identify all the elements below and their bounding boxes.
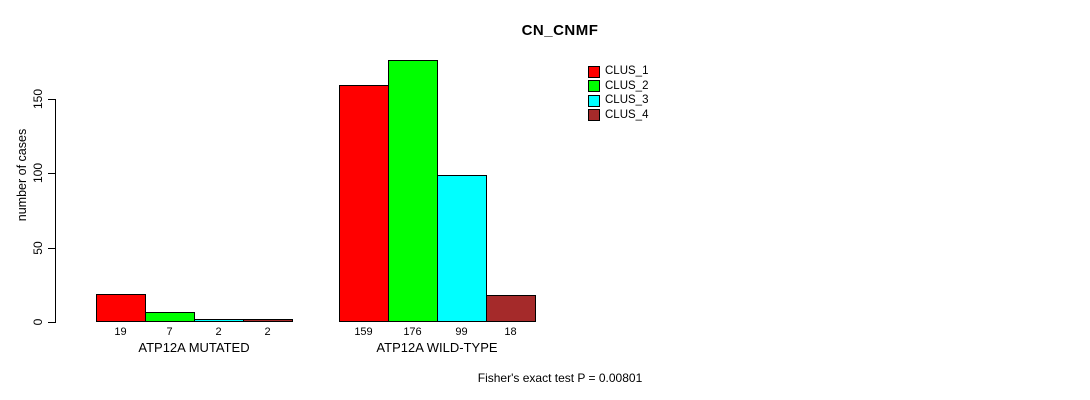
bar-value-label: 159 [354,326,373,338]
legend-label: CLUS_1 [605,65,649,77]
legend-label: CLUS_4 [605,108,649,121]
bar-value-label: 19 [114,326,127,338]
y-axis-tick-label: 100 [31,163,45,184]
legend-label: CLUS_2 [605,79,649,92]
fisher-test-note: Fisher's exact test P = 0.00801 [477,371,643,385]
legend-swatch-clus_2 [588,80,600,92]
bar-clus_3-group1 [194,319,244,322]
bar-clus_2-group1 [145,312,195,322]
group-label: ATP12A MUTATED [138,340,250,355]
y-axis-tick [48,173,55,175]
legend-swatch-clus_3 [588,94,600,107]
bar-clus_4-group1 [243,319,293,322]
y-axis-tick [48,322,55,324]
y-axis-tick-label: 150 [31,88,45,109]
legend-item-clus_4: CLUS_4 [588,109,648,122]
bar-clus_2-group2 [388,60,438,322]
legend-label: CLUS_3 [605,94,649,106]
bar-value-label: 2 [264,326,271,338]
bar-value-label: 18 [504,326,517,338]
y-axis-tick [48,98,55,100]
bar-clus_1-group2 [339,85,389,322]
y-axis-tick-label: 0 [31,318,45,326]
bar-value-label: 176 [403,326,422,338]
legend-swatch-clus_1 [588,65,600,78]
bar-clus_1-group1 [96,294,146,322]
chart-title: CN_CNMF [521,22,599,39]
bar-value-label: 7 [166,326,173,338]
bar-value-label: 2 [215,326,222,338]
bar-clus_4-group2 [486,295,536,322]
bar-clus_3-group2 [437,175,487,322]
legend-item-clus_3: CLUS_3 [588,94,648,107]
legend-item-clus_1: CLUS_1 [588,65,648,78]
y-axis-tick [48,247,55,249]
group-label: ATP12A WILD-TYPE [376,340,498,355]
y-axis-tick-label: 50 [31,240,45,255]
legend-item-clus_2: CLUS_2 [588,80,648,93]
legend-swatch-clus_4 [588,109,600,121]
y-axis-label: number of cases [15,128,29,222]
bar-value-label: 99 [455,326,468,338]
y-axis-line [55,98,57,323]
